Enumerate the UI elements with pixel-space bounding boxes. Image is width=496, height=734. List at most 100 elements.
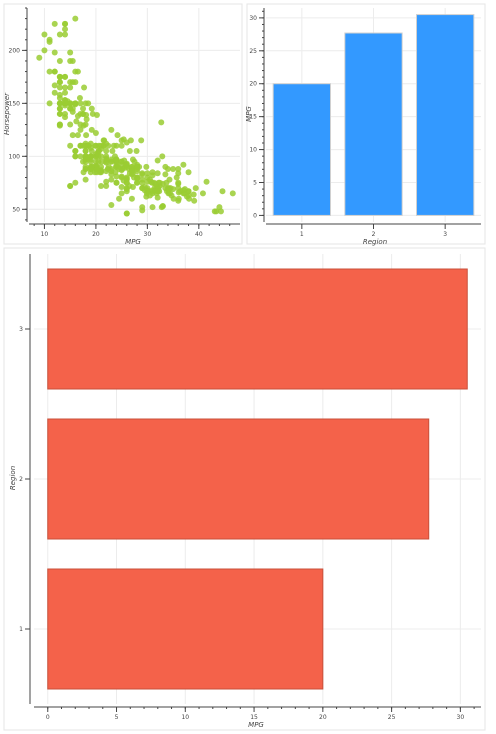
scatter-y-tick-label: 50: [12, 206, 20, 213]
scatter-x-tick-label: 30: [144, 231, 152, 238]
scatter-panel: [3, 3, 243, 245]
scatter-point: [88, 105, 95, 112]
scatter-point: [123, 161, 130, 168]
scatter-point: [162, 171, 169, 178]
scatter-x-axis-label: MPG: [125, 238, 141, 246]
scatter-point: [56, 57, 63, 64]
scatter-point: [69, 79, 76, 86]
scatter-point: [120, 177, 127, 184]
scatter-point: [111, 153, 118, 160]
scatter-point: [69, 132, 76, 139]
scatter-point: [56, 91, 63, 98]
scatter-point: [108, 176, 115, 183]
scatter-point: [77, 153, 84, 160]
scatter-point: [118, 184, 125, 191]
scatter-point: [92, 130, 99, 137]
scatter-y-tick-label: 200: [9, 47, 21, 54]
scatter-point: [62, 84, 69, 91]
hbar-y-tick-label: 2: [19, 476, 23, 483]
scatter-point: [62, 110, 69, 117]
scatter-point: [180, 161, 187, 168]
scatter-point: [154, 170, 161, 177]
scatter-point: [109, 148, 116, 155]
scatter-point: [175, 170, 182, 177]
scatter-point: [51, 49, 58, 56]
scatter-point: [51, 68, 58, 75]
vbar-y-tick-label: 5: [253, 179, 257, 186]
scatter-y-axis-label: Horsepower: [3, 92, 11, 135]
vbar-x-axis-label: Region: [363, 238, 387, 246]
scatter-point: [163, 179, 170, 186]
vbar-bar: [272, 83, 331, 216]
hbar-y-axis-label: Region: [9, 466, 17, 490]
scatter-point: [88, 126, 95, 133]
vertical-bar-chart: 0 5 10 15 20 25 30 1 2 3: [249, 8, 481, 238]
vbar-x-tick-label: 1: [300, 231, 304, 238]
scatter-point: [149, 204, 156, 211]
scatter-point: [185, 192, 192, 199]
scatter-point: [116, 195, 123, 202]
scatter-point: [113, 179, 120, 186]
scatter-point: [72, 153, 79, 160]
scatter-point: [80, 142, 87, 149]
scatter-point: [139, 176, 146, 183]
hbar-x-tick-label: 0: [46, 714, 50, 721]
scatter-point: [76, 95, 83, 102]
scatter-point: [80, 105, 87, 112]
scatter-point: [134, 179, 141, 186]
scatter-point: [83, 116, 90, 123]
scatter-point: [164, 166, 171, 173]
scatter-point: [123, 188, 130, 195]
scatter-point: [85, 100, 92, 107]
scatter-point: [56, 121, 63, 128]
scatter-point: [62, 20, 69, 27]
hbar-bar: [47, 418, 430, 540]
scatter-point: [108, 202, 115, 209]
scatter-point: [67, 84, 74, 91]
scatter-point: [72, 179, 79, 186]
scatter-point: [127, 137, 134, 144]
scatter-point: [147, 178, 154, 185]
hbar-x-tick-label: 10: [181, 714, 189, 721]
scatter-point: [149, 187, 156, 194]
scatter-point: [158, 119, 165, 126]
scatter-point: [80, 158, 87, 165]
scatter-point: [56, 84, 63, 91]
scatter-point: [72, 68, 79, 75]
scatter-point: [56, 110, 63, 117]
scatter-point: [98, 158, 105, 165]
scatter-point: [98, 182, 105, 189]
scatter-point: [108, 126, 115, 133]
scatter-point: [46, 38, 53, 45]
scatter-point: [152, 180, 159, 187]
scatter-point: [129, 156, 136, 163]
scatter-point: [175, 185, 182, 192]
hbar-bar: [47, 268, 468, 390]
vbar-y-tick-label: 20: [249, 81, 257, 88]
scatter-point: [120, 136, 127, 143]
scatter-point: [144, 170, 151, 177]
scatter-point: [72, 15, 79, 22]
hbar-x-tick-label: 5: [115, 714, 119, 721]
scatter-point: [180, 187, 187, 194]
scatter-point: [216, 204, 223, 211]
scatter-plot: 10 20 30 40 50 100 150 200: [9, 7, 240, 238]
scatter-point: [134, 175, 141, 182]
scatter-point: [41, 31, 48, 38]
scatter-point: [51, 20, 58, 27]
scatter-point: [51, 89, 58, 96]
scatter-point: [88, 163, 95, 170]
scatter-point: [229, 190, 236, 197]
scatter-point: [104, 166, 111, 173]
scatter-point: [81, 84, 88, 91]
vbar-x-tick-label: 2: [372, 231, 376, 238]
vbar-y-tick-label: 30: [249, 15, 257, 22]
scatter-point: [80, 169, 87, 176]
scatter-point: [128, 195, 135, 202]
vbar-panel: [246, 3, 486, 245]
scatter-point: [175, 166, 182, 173]
vbar-y-tick-label: 0: [253, 212, 257, 219]
scatter-point: [170, 166, 177, 173]
scatter-point: [199, 190, 206, 197]
